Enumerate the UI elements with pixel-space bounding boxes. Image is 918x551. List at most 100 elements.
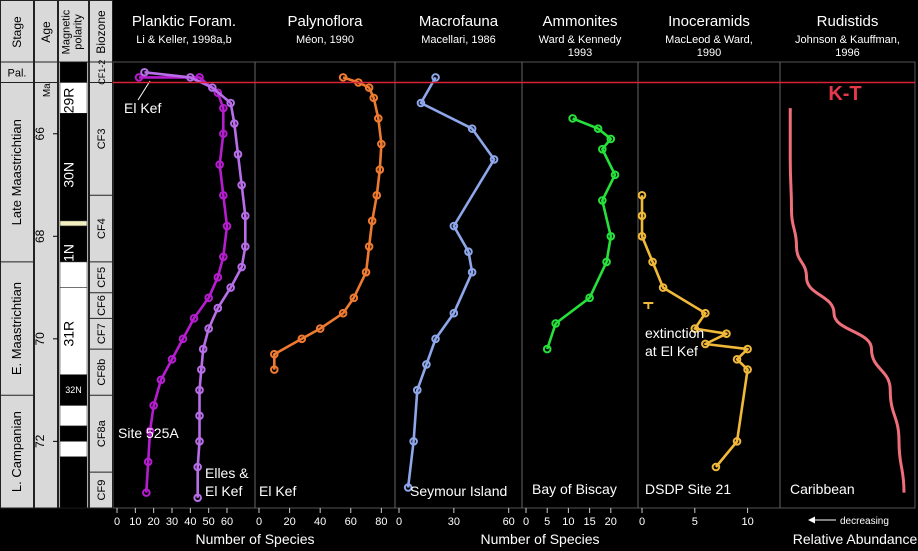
x-tick-label: 0: [396, 516, 402, 528]
data-point: [204, 324, 213, 333]
data-point: [701, 339, 710, 349]
data-point: [193, 462, 202, 472]
x-tick-label: 50: [203, 516, 215, 528]
data-point: [711, 462, 721, 472]
data-point: [637, 231, 647, 241]
data-point: [542, 344, 552, 354]
decreasing-label: decreasing: [840, 516, 889, 527]
data-point: [585, 293, 594, 303]
data-point: [467, 124, 477, 133]
site-label: Site 525A: [118, 425, 179, 441]
extinction-marker: [643, 301, 654, 309]
biozone-label: CF5: [96, 267, 108, 288]
polarity-segment: [59, 113, 88, 222]
data-point: [213, 88, 223, 98]
data-point: [134, 73, 144, 82]
data-point: [598, 144, 607, 154]
data-point: [233, 149, 243, 159]
data-point: [226, 283, 235, 292]
data-point: [219, 190, 228, 200]
panel-source: Macellari, 1986: [421, 34, 496, 46]
data-point: [598, 196, 607, 205]
data-point: [551, 319, 560, 328]
data-point: [219, 252, 228, 262]
age-tick-label: 70: [33, 332, 47, 346]
data-point: [193, 493, 202, 503]
panel-source: 1990: [697, 47, 721, 59]
series-line: [788, 108, 906, 493]
data-point: [149, 401, 158, 410]
x-tick-label: 80: [375, 516, 387, 528]
panel-title: Rudistids: [817, 13, 879, 30]
x-tick-label: 30: [448, 516, 460, 528]
data-point: [431, 334, 440, 344]
data-point: [361, 267, 371, 277]
column-stage-bg: [0, 0, 34, 509]
biozone-label: CF4: [96, 218, 108, 239]
data-point: [230, 119, 239, 128]
x-tick-label: 40: [184, 516, 196, 528]
data-point: [195, 437, 204, 446]
data-point: [215, 160, 224, 169]
data-point: [606, 231, 616, 241]
x-tick-label: 15: [583, 516, 595, 528]
polarity-segment: [59, 374, 88, 406]
site-label: Seymour Island: [410, 483, 507, 499]
data-point: [178, 334, 188, 344]
x-axis-label-left: Number of Species: [195, 531, 314, 547]
site-label: extinction: [645, 325, 704, 341]
biozone-label: CF7: [96, 323, 108, 344]
data-point: [449, 308, 459, 318]
site-label: DSDP Site 21: [645, 481, 731, 497]
x-tick-label: 0: [639, 516, 645, 528]
column-age-bg: [34, 0, 58, 509]
x-tick-label: 10: [129, 516, 141, 528]
x-tick-label: 0: [114, 516, 120, 528]
panel-source: Johnson & Kauffman,: [795, 34, 900, 46]
polarity-label: 31N: [61, 244, 77, 270]
data-point: [338, 73, 348, 82]
data-point: [241, 211, 250, 221]
header-polarity-2: polarity: [73, 14, 85, 50]
data-point: [373, 114, 383, 123]
polarity-segment: [59, 61, 88, 83]
x-tick-label: 20: [605, 516, 617, 528]
x-tick-label: 10: [562, 516, 574, 528]
data-point: [186, 73, 195, 82]
data-point: [197, 365, 206, 374]
data-point: [167, 355, 177, 364]
data-point: [416, 98, 426, 108]
x-axis-label-abundance: Relative Abundance: [793, 531, 918, 547]
data-point: [568, 114, 577, 123]
polarity-label: 32N: [65, 385, 82, 395]
data-point: [226, 98, 235, 108]
stage-label: Pal.: [8, 67, 27, 79]
biozone-label: CF9: [96, 480, 108, 501]
data-point: [375, 165, 385, 174]
data-point: [412, 385, 422, 395]
data-point: [743, 365, 752, 374]
age-tick-label: 66: [33, 127, 47, 141]
site-label-pointer: [137, 80, 151, 101]
data-point: [208, 83, 217, 92]
polarity-label: 30N: [61, 162, 77, 188]
panel-source: Li & Keller, 1998a,b: [136, 34, 231, 46]
data-point: [219, 129, 228, 139]
data-point: [403, 483, 413, 492]
data-point: [690, 324, 700, 333]
polarity-segment: [59, 425, 88, 442]
data-point: [315, 324, 325, 333]
data-point: [189, 314, 199, 323]
polarity-segment: [59, 405, 88, 427]
site-label: Caribbean: [790, 481, 855, 497]
data-point: [195, 411, 204, 421]
data-point: [701, 308, 710, 318]
data-point: [732, 355, 742, 364]
data-point: [142, 488, 151, 497]
kt-label: K-T: [828, 83, 861, 105]
panel-source: 1996: [835, 47, 859, 59]
data-point: [269, 349, 279, 359]
data-point: [422, 360, 431, 369]
data-point: [367, 216, 377, 226]
data-point: [364, 242, 374, 251]
